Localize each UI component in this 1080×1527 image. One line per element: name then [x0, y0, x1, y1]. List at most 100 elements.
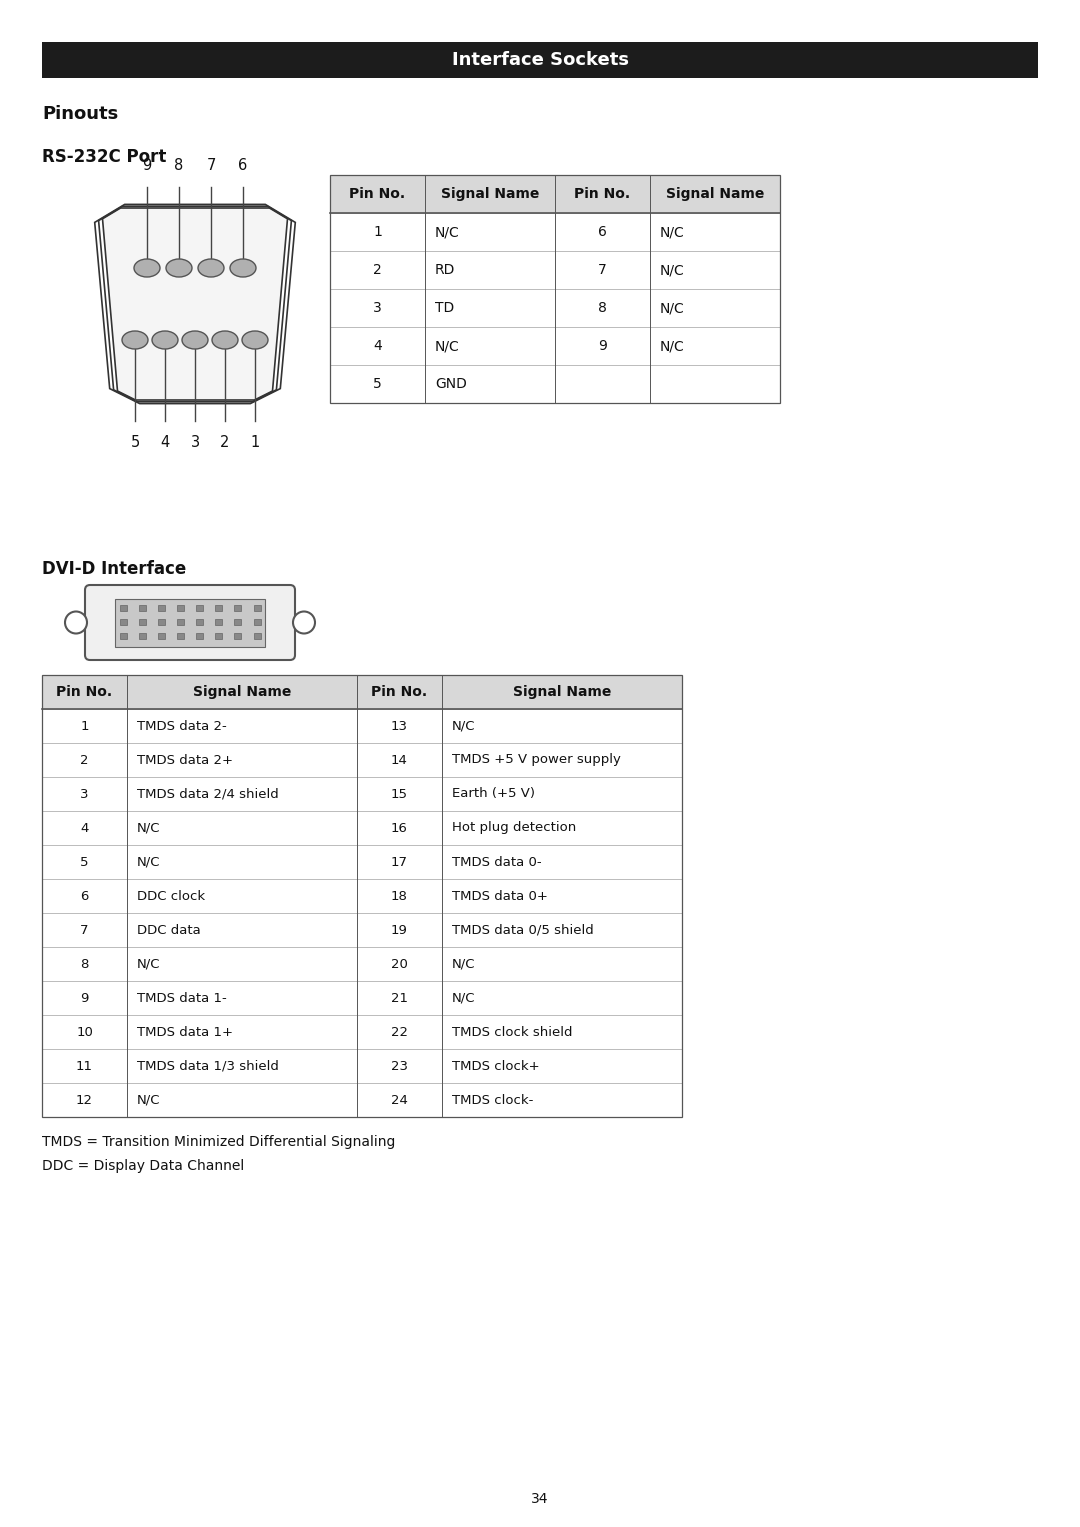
Text: 24: 24	[391, 1093, 408, 1107]
Text: 1: 1	[251, 435, 259, 450]
Bar	[114, 599, 265, 647]
Bar	[234, 605, 241, 611]
Bar	[177, 634, 184, 638]
Bar	[197, 618, 203, 625]
Text: 18: 18	[391, 890, 408, 902]
Text: N/C: N/C	[660, 339, 685, 353]
Text: N/C: N/C	[137, 822, 161, 834]
Text: N/C: N/C	[660, 224, 685, 240]
Circle shape	[293, 611, 315, 634]
Text: Pin No.: Pin No.	[575, 186, 631, 202]
Text: 7: 7	[598, 263, 607, 276]
Text: 7: 7	[206, 157, 216, 173]
Text: TMDS data 2/4 shield: TMDS data 2/4 shield	[137, 788, 279, 800]
Text: 23: 23	[391, 1060, 408, 1072]
Text: TMDS = Transition Minimized Differential Signaling: TMDS = Transition Minimized Differential…	[42, 1135, 395, 1148]
Bar	[42, 675, 681, 1116]
Ellipse shape	[152, 331, 178, 350]
Bar	[330, 176, 780, 212]
Text: 8: 8	[174, 157, 184, 173]
Text: Interface Sockets: Interface Sockets	[451, 50, 629, 69]
Text: Signal Name: Signal Name	[193, 686, 292, 699]
PathPatch shape	[103, 208, 287, 400]
Ellipse shape	[198, 260, 224, 276]
Text: 16: 16	[391, 822, 408, 834]
Text: 8: 8	[80, 957, 89, 971]
Bar	[42, 43, 1038, 78]
Text: 5: 5	[131, 435, 139, 450]
Bar	[254, 618, 260, 625]
Text: 12: 12	[76, 1093, 93, 1107]
Text: TMDS data 1+: TMDS data 1+	[137, 1026, 233, 1038]
Text: Pin No.: Pin No.	[56, 686, 112, 699]
Text: Signal Name: Signal Name	[441, 186, 539, 202]
Text: 2: 2	[373, 263, 382, 276]
Text: 2: 2	[80, 753, 89, 767]
Text: N/C: N/C	[453, 719, 475, 733]
Text: N/C: N/C	[435, 339, 460, 353]
Text: 15: 15	[391, 788, 408, 800]
Text: N/C: N/C	[453, 957, 475, 971]
Bar	[138, 605, 146, 611]
Text: 6: 6	[598, 224, 607, 240]
Bar	[197, 634, 203, 638]
Text: TMDS +5 V power supply: TMDS +5 V power supply	[453, 753, 621, 767]
Text: 13: 13	[391, 719, 408, 733]
Text: 19: 19	[391, 924, 408, 936]
Text: TD: TD	[435, 301, 455, 315]
Text: Earth (+5 V): Earth (+5 V)	[453, 788, 535, 800]
Text: TMDS data 0/5 shield: TMDS data 0/5 shield	[453, 924, 594, 936]
Bar	[215, 605, 222, 611]
Bar	[234, 618, 241, 625]
Bar	[120, 605, 126, 611]
Text: 21: 21	[391, 991, 408, 1005]
Text: TMDS data 0+: TMDS data 0+	[453, 890, 548, 902]
Bar	[158, 634, 165, 638]
Text: N/C: N/C	[137, 855, 161, 869]
Text: 1: 1	[373, 224, 382, 240]
Bar	[138, 618, 146, 625]
Text: 6: 6	[80, 890, 89, 902]
Text: 10: 10	[76, 1026, 93, 1038]
Bar	[42, 675, 681, 1116]
Text: 1: 1	[80, 719, 89, 733]
Text: TMDS data 2-: TMDS data 2-	[137, 719, 227, 733]
Text: 22: 22	[391, 1026, 408, 1038]
Bar	[330, 176, 780, 403]
Text: 8: 8	[598, 301, 607, 315]
Text: 5: 5	[80, 855, 89, 869]
Bar	[138, 634, 146, 638]
Text: TMDS data 1-: TMDS data 1-	[137, 991, 227, 1005]
Circle shape	[65, 611, 87, 634]
Text: 2: 2	[220, 435, 230, 450]
Text: Hot plug detection: Hot plug detection	[453, 822, 577, 834]
Text: N/C: N/C	[660, 301, 685, 315]
Bar	[254, 634, 260, 638]
Text: 11: 11	[76, 1060, 93, 1072]
Text: N/C: N/C	[660, 263, 685, 276]
Text: N/C: N/C	[435, 224, 460, 240]
Text: 14: 14	[391, 753, 408, 767]
Bar	[215, 634, 222, 638]
Text: TMDS data 2+: TMDS data 2+	[137, 753, 233, 767]
Bar	[330, 176, 780, 403]
Text: TMDS clock+: TMDS clock+	[453, 1060, 540, 1072]
Text: RS-232C Port: RS-232C Port	[42, 148, 166, 166]
Ellipse shape	[122, 331, 148, 350]
Bar	[42, 675, 681, 709]
Ellipse shape	[134, 260, 160, 276]
Text: N/C: N/C	[453, 991, 475, 1005]
Bar	[158, 618, 165, 625]
Text: 9: 9	[143, 157, 151, 173]
Text: 4: 4	[373, 339, 382, 353]
Bar	[197, 605, 203, 611]
Text: DVI-D Interface: DVI-D Interface	[42, 560, 186, 579]
Text: 17: 17	[391, 855, 408, 869]
Text: TMDS data 1/3 shield: TMDS data 1/3 shield	[137, 1060, 279, 1072]
Text: 9: 9	[598, 339, 607, 353]
Ellipse shape	[166, 260, 192, 276]
Text: RD: RD	[435, 263, 456, 276]
Text: 3: 3	[190, 435, 200, 450]
Text: 4: 4	[80, 822, 89, 834]
Text: N/C: N/C	[137, 1093, 161, 1107]
